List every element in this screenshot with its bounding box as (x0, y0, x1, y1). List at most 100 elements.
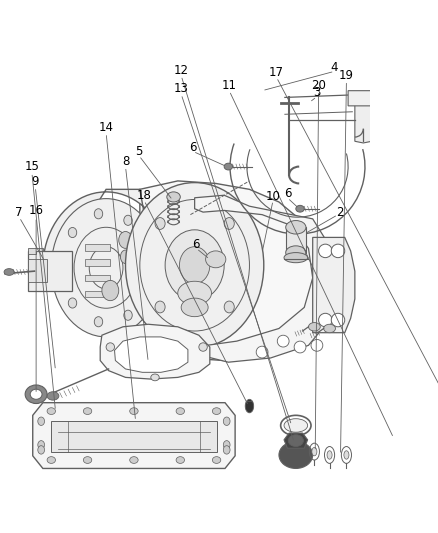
Ellipse shape (119, 231, 132, 248)
Ellipse shape (30, 389, 42, 399)
Ellipse shape (4, 269, 14, 276)
Ellipse shape (94, 209, 102, 219)
Text: 6: 6 (284, 187, 291, 200)
Ellipse shape (155, 217, 165, 229)
Ellipse shape (312, 447, 317, 456)
Ellipse shape (286, 221, 306, 234)
Ellipse shape (51, 199, 161, 337)
Ellipse shape (143, 281, 152, 292)
Ellipse shape (151, 374, 159, 381)
Ellipse shape (124, 310, 132, 320)
Ellipse shape (279, 441, 313, 469)
Ellipse shape (130, 457, 138, 463)
Text: 12: 12 (173, 64, 189, 77)
Polygon shape (313, 237, 355, 333)
Ellipse shape (223, 446, 230, 454)
Ellipse shape (318, 244, 332, 257)
Polygon shape (194, 195, 338, 362)
Text: 2: 2 (336, 206, 343, 219)
Bar (286, 227, 306, 253)
Ellipse shape (155, 301, 165, 313)
Ellipse shape (38, 417, 45, 425)
Text: 5: 5 (135, 145, 143, 158)
Text: 18: 18 (137, 189, 152, 202)
Ellipse shape (212, 457, 221, 463)
Ellipse shape (25, 385, 47, 403)
Ellipse shape (83, 408, 92, 415)
Polygon shape (33, 403, 235, 469)
Ellipse shape (284, 419, 307, 432)
Ellipse shape (47, 408, 56, 415)
Ellipse shape (223, 417, 230, 425)
Text: 17: 17 (269, 66, 284, 79)
Text: 6: 6 (189, 141, 197, 154)
Ellipse shape (245, 399, 254, 413)
Ellipse shape (344, 451, 349, 459)
Ellipse shape (413, 430, 433, 443)
Ellipse shape (176, 408, 184, 415)
Polygon shape (28, 247, 43, 254)
Polygon shape (355, 92, 372, 143)
Text: 6: 6 (193, 238, 200, 251)
Text: 7: 7 (15, 206, 23, 219)
Ellipse shape (126, 183, 264, 348)
Ellipse shape (102, 280, 119, 301)
Ellipse shape (94, 317, 102, 327)
Ellipse shape (83, 457, 92, 463)
Text: 3: 3 (313, 86, 321, 99)
Ellipse shape (106, 343, 114, 351)
Text: 16: 16 (28, 204, 44, 217)
Ellipse shape (296, 205, 304, 212)
Polygon shape (114, 337, 188, 373)
Ellipse shape (324, 324, 336, 333)
Polygon shape (100, 324, 210, 379)
Ellipse shape (224, 217, 234, 229)
Ellipse shape (327, 451, 332, 459)
Text: 14: 14 (99, 122, 113, 134)
Bar (85, 290, 110, 297)
Ellipse shape (38, 446, 45, 454)
Text: 15: 15 (25, 160, 39, 173)
Ellipse shape (284, 253, 307, 263)
Ellipse shape (130, 408, 138, 415)
Ellipse shape (277, 335, 289, 347)
Ellipse shape (47, 392, 59, 400)
Ellipse shape (205, 251, 226, 268)
Ellipse shape (124, 215, 132, 225)
Text: 13: 13 (174, 83, 189, 95)
Ellipse shape (68, 228, 77, 238)
Ellipse shape (120, 250, 131, 263)
Polygon shape (28, 260, 47, 282)
Bar (85, 274, 110, 281)
Ellipse shape (331, 313, 345, 327)
Polygon shape (126, 181, 319, 360)
Bar (85, 260, 110, 266)
Bar (85, 244, 110, 251)
Ellipse shape (318, 313, 332, 327)
Text: 10: 10 (265, 190, 280, 203)
Text: 20: 20 (311, 79, 326, 92)
Text: 19: 19 (339, 69, 354, 82)
Ellipse shape (224, 163, 233, 170)
Ellipse shape (384, 430, 404, 443)
Ellipse shape (143, 244, 152, 254)
Ellipse shape (223, 441, 230, 449)
Ellipse shape (58, 263, 67, 273)
Ellipse shape (294, 341, 306, 353)
Ellipse shape (68, 298, 77, 308)
Ellipse shape (199, 343, 207, 351)
Ellipse shape (180, 247, 210, 284)
Ellipse shape (167, 192, 180, 202)
Ellipse shape (181, 298, 208, 317)
Polygon shape (348, 91, 384, 106)
Text: 8: 8 (122, 155, 129, 168)
Ellipse shape (311, 340, 323, 351)
Ellipse shape (224, 301, 234, 313)
Ellipse shape (288, 435, 304, 447)
Text: 11: 11 (222, 79, 237, 92)
Ellipse shape (165, 230, 224, 301)
Ellipse shape (331, 244, 345, 257)
Polygon shape (284, 433, 307, 448)
Polygon shape (414, 437, 432, 455)
Polygon shape (43, 189, 170, 306)
